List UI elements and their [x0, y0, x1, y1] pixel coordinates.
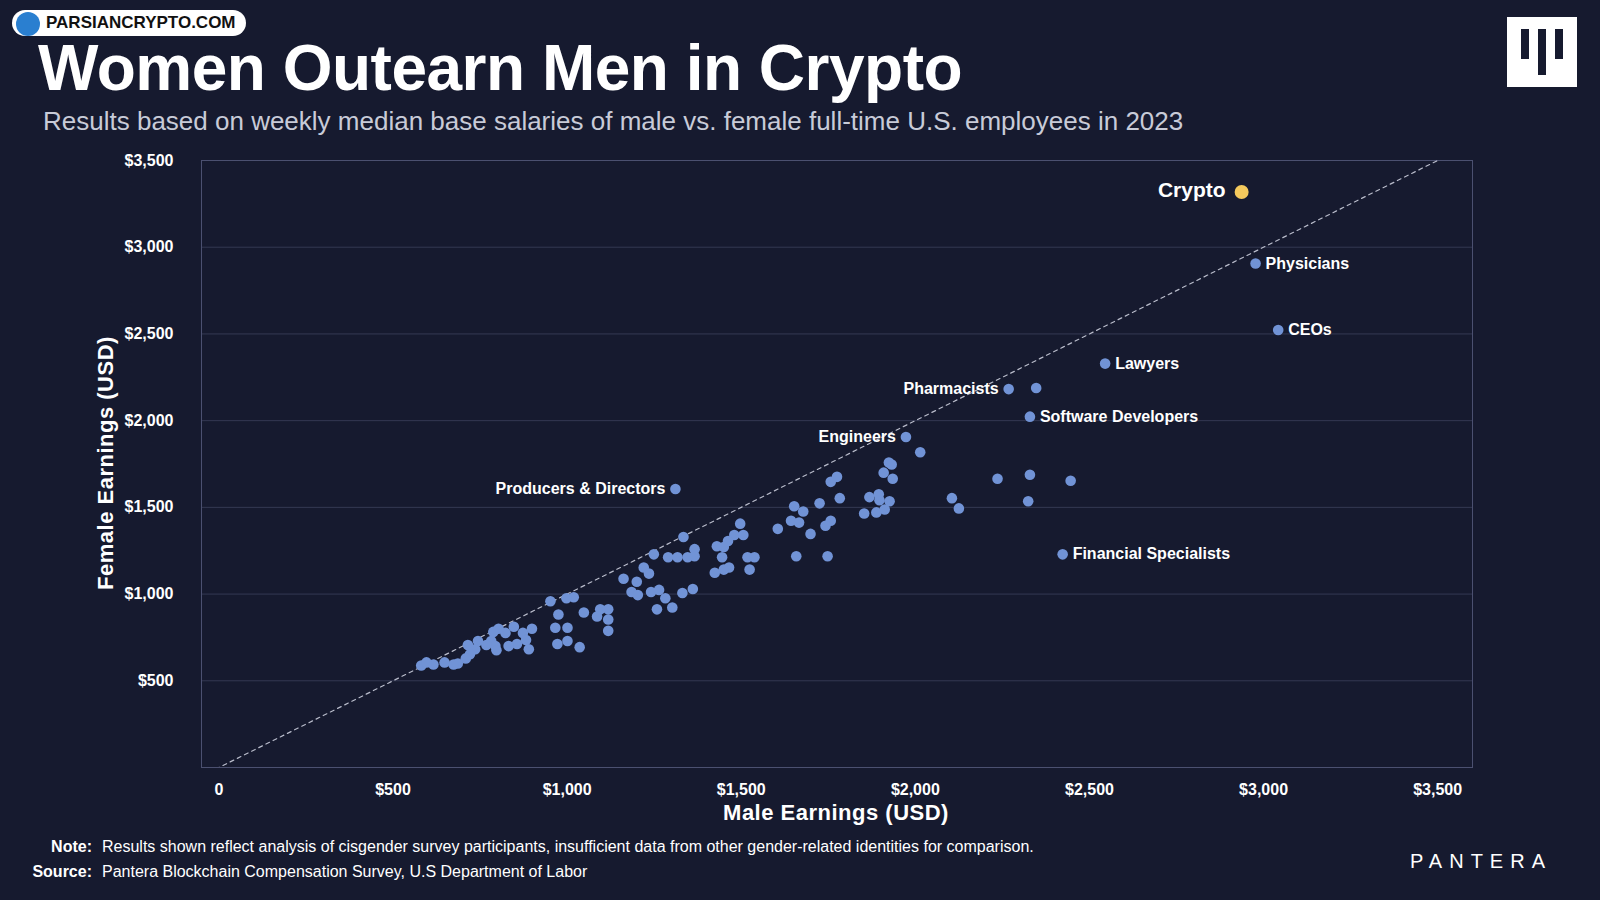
svg-text:Crypto: Crypto	[1158, 178, 1226, 201]
svg-text:$3,000: $3,000	[1239, 781, 1288, 798]
html-text:PARSIANCRYPTO.COM: PARSIANCRYPTO.COM	[46, 13, 236, 32]
html-text:Results shown reflect analysis: Results shown reflect analysis of cisgen…	[102, 838, 1034, 855]
html-text:Source:: Source:	[32, 863, 92, 880]
html-text:Results based on weekly median: Results based on weekly median base sala…	[43, 106, 1184, 136]
svg-text:Physicians: Physicians	[1266, 255, 1350, 272]
svg-text:Pharmacists: Pharmacists	[904, 380, 999, 397]
svg-text:$3,500: $3,500	[125, 152, 174, 169]
svg-text:$1,500: $1,500	[717, 781, 766, 798]
svg-text:$2,000: $2,000	[891, 781, 940, 798]
svg-text:Engineers: Engineers	[819, 428, 896, 445]
svg-text:$3,000: $3,000	[125, 238, 174, 255]
svg-text:Producers & Directors: Producers & Directors	[496, 480, 666, 497]
svg-text:$3,500: $3,500	[1413, 781, 1462, 798]
html-text:Male Earnings (USD): Male Earnings (USD)	[723, 800, 949, 825]
svg-text:$1,000: $1,000	[125, 585, 174, 602]
html-text:Female Earnings (USD): Female Earnings (USD)	[93, 336, 118, 590]
svg-text:$500: $500	[138, 672, 174, 689]
html-text:PANTERA: PANTERA	[1410, 850, 1552, 872]
svg-text:$2,500: $2,500	[125, 325, 174, 342]
svg-text:Lawyers: Lawyers	[1115, 355, 1179, 372]
svg-text:$2,000: $2,000	[125, 412, 174, 429]
svg-text:$1,500: $1,500	[125, 498, 174, 515]
svg-text:$2,500: $2,500	[1065, 781, 1114, 798]
svg-text:CEOs: CEOs	[1288, 321, 1332, 338]
html-text:Pantera Blockchain Compensatio: Pantera Blockchain Compensation Survey, …	[102, 863, 588, 880]
svg-text:Financial Specialists: Financial Specialists	[1073, 545, 1231, 562]
html-text:Women Outearn Men in Crypto: Women Outearn Men in Crypto	[38, 32, 962, 104]
svg-text:0: 0	[214, 781, 223, 798]
svg-text:Software Developers: Software Developers	[1040, 408, 1198, 425]
html-text:Note:: Note:	[51, 838, 92, 855]
svg-text:$1,000: $1,000	[543, 781, 592, 798]
svg-text:$500: $500	[375, 781, 411, 798]
